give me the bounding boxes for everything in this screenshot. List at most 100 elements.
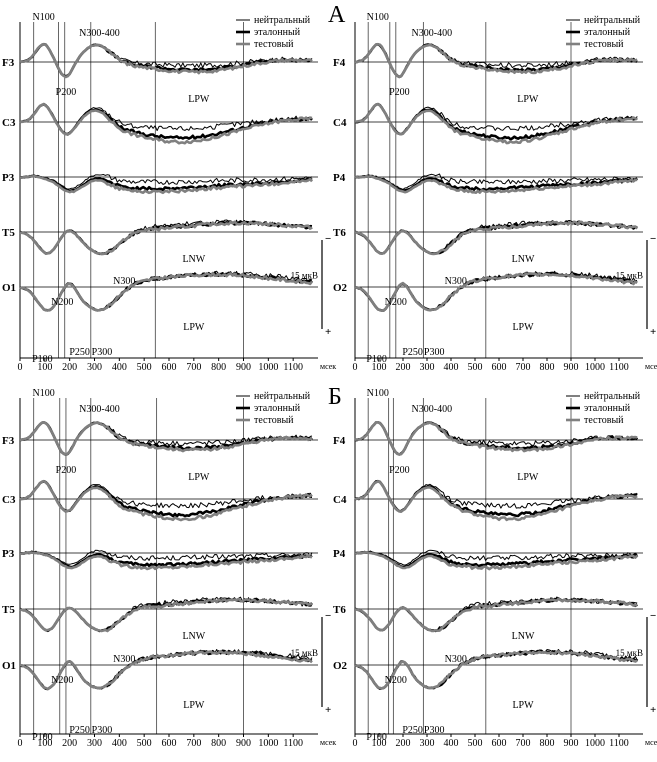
x-tick-label: 100 <box>372 362 387 373</box>
component-label: LPW <box>183 322 205 333</box>
legend-label: тестовый <box>254 415 294 426</box>
polarity-negative: − <box>650 610 656 622</box>
component-label: N200 <box>51 297 73 308</box>
x-tick-label: 0 <box>18 362 23 373</box>
component-label: P250 <box>402 725 423 736</box>
x-tick-label: 300 <box>420 738 435 749</box>
component-label: LPW <box>512 700 534 711</box>
waveform-neutral <box>19 103 313 134</box>
polarity-positive: + <box>650 326 656 338</box>
component-label: N300 <box>113 276 135 287</box>
x-unit-label: мсек <box>320 738 336 747</box>
chart-А-left: 0 100 200 300 400 500 600 700 800 900 1000 1100 мсек… <box>2 12 336 373</box>
component-label: P100 <box>32 732 53 743</box>
component-label: P250 <box>69 347 90 358</box>
component-label: N300 <box>445 654 467 665</box>
panel-letter: Б <box>328 384 342 410</box>
x-tick-label: 500 <box>468 738 483 749</box>
x-tick-label: 800 <box>540 362 555 373</box>
channel-label: P4 <box>333 172 346 184</box>
component-label: N300-400 <box>79 404 120 415</box>
legend-label: эталонный <box>584 27 631 38</box>
channel-label: F3 <box>2 57 15 69</box>
chart-Б-left: 0 100 200 300 400 500 600 700 800 900 1000 1100 мсек… <box>2 388 336 749</box>
component-label: P300 <box>424 725 445 736</box>
x-tick-label: 900 <box>236 738 251 749</box>
x-tick-label: 100 <box>37 362 52 373</box>
x-tick-label: 900 <box>564 738 579 749</box>
x-unit-label: мсек <box>645 738 657 747</box>
x-tick-label: 600 <box>162 362 177 373</box>
x-tick-label: 700 <box>516 738 531 749</box>
legend-label: эталонный <box>584 403 631 414</box>
component-label: P300 <box>92 347 113 358</box>
component-label: N100 <box>32 388 54 399</box>
polarity-negative: − <box>325 610 331 622</box>
component-label: LPW <box>188 472 210 483</box>
channel-label: C4 <box>333 117 347 129</box>
waveform-test <box>19 480 313 522</box>
waveform-test <box>354 272 638 312</box>
x-tick-label: 100 <box>372 738 387 749</box>
component-label: LPW <box>188 94 210 105</box>
x-tick-label: 900 <box>236 362 251 373</box>
channel-label: T5 <box>2 604 15 616</box>
component-label: N300 <box>113 654 135 665</box>
x-tick-label: 0 <box>18 738 23 749</box>
scale-label: 15 мкВ <box>291 271 318 281</box>
polarity-negative: − <box>650 233 656 245</box>
channel-label: P3 <box>2 172 15 184</box>
waveform-neutral <box>19 480 313 512</box>
component-label: N300-400 <box>412 28 453 39</box>
legend-label: тестовый <box>584 415 624 426</box>
x-tick-label: 400 <box>112 362 127 373</box>
component-label: P250 <box>402 347 423 358</box>
x-tick-label: 400 <box>112 738 127 749</box>
x-tick-label: 800 <box>540 738 555 749</box>
x-tick-label: 800 <box>211 362 226 373</box>
channel-label: C3 <box>2 494 16 506</box>
x-tick-label: 1100 <box>283 738 303 749</box>
x-tick-label: 0 <box>353 362 358 373</box>
waveform-test <box>354 480 638 522</box>
x-tick-label: 500 <box>137 362 152 373</box>
component-label: P200 <box>56 465 77 476</box>
legend-label: нейтральный <box>254 15 311 26</box>
waveform-neutral <box>354 173 638 190</box>
scale-label: 15 мкВ <box>616 271 643 281</box>
waveform-test <box>19 551 313 571</box>
channel-label: T6 <box>333 227 346 239</box>
waveform-test <box>19 597 313 633</box>
component-label: N300-400 <box>412 404 453 415</box>
x-tick-label: 500 <box>137 738 152 749</box>
x-tick-label: 1000 <box>258 362 278 373</box>
x-tick-label: 300 <box>420 362 435 373</box>
x-tick-label: 300 <box>87 738 102 749</box>
channel-label: O2 <box>333 282 348 294</box>
x-tick-label: 1100 <box>609 738 629 749</box>
channel-label: P4 <box>333 548 346 560</box>
component-label: LNW <box>512 254 535 265</box>
component-label: P100 <box>366 732 387 743</box>
channel-label: C3 <box>2 117 16 129</box>
component-label: P100 <box>366 354 387 365</box>
x-tick-label: 600 <box>162 738 177 749</box>
x-tick-label: 700 <box>186 738 201 749</box>
component-label: LNW <box>182 631 205 642</box>
x-tick-label: 700 <box>186 362 201 373</box>
component-label: LNW <box>182 254 205 265</box>
component-label: LPW <box>517 472 539 483</box>
waveform-test <box>354 42 638 79</box>
channel-label: C4 <box>333 494 347 506</box>
channel-label: F4 <box>333 57 346 69</box>
component-label: N300 <box>445 276 467 287</box>
legend-label: эталонный <box>254 27 301 38</box>
channel-label: O1 <box>2 660 16 672</box>
component-label: N100 <box>367 388 389 399</box>
waveform-test <box>354 551 639 571</box>
x-tick-label: 1000 <box>585 738 605 749</box>
x-tick-label: 100 <box>37 738 52 749</box>
x-tick-label: 200 <box>396 362 411 373</box>
x-tick-label: 1000 <box>258 738 278 749</box>
